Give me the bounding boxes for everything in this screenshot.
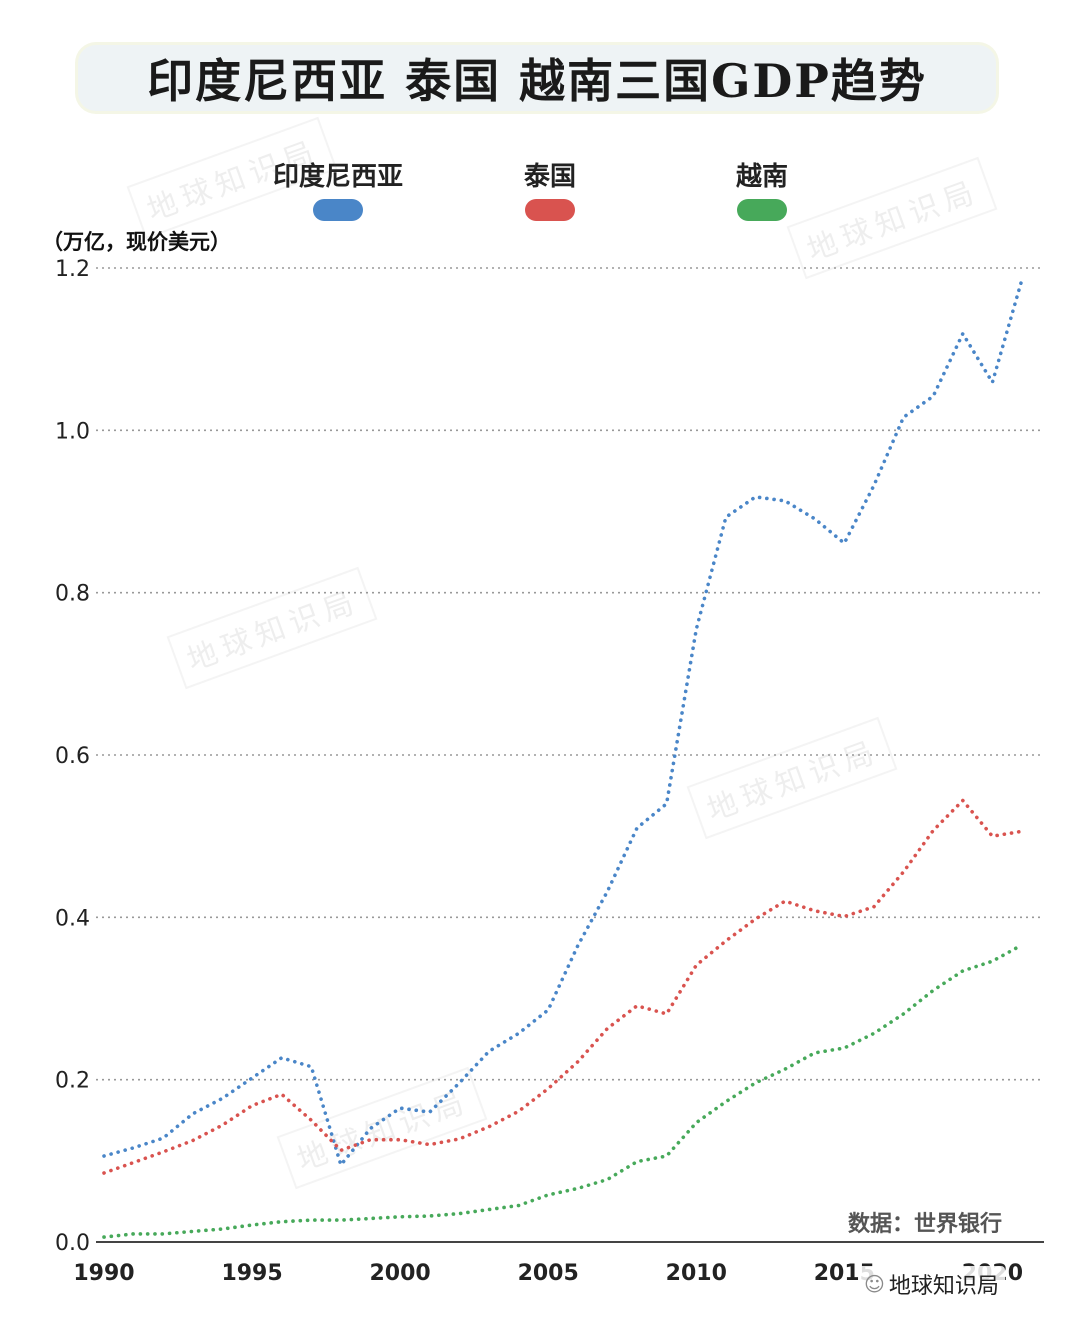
x-tick-label: 2000 xyxy=(370,1261,431,1286)
wechat-icon: ☺ xyxy=(864,1272,885,1296)
legend-label: 越南 xyxy=(735,162,788,192)
y-tick-label: 0.8 xyxy=(55,582,90,607)
x-tick-label: 2005 xyxy=(518,1261,579,1286)
y-axis-unit-label: （万亿，现价美元） xyxy=(42,229,231,254)
legend-label: 泰国 xyxy=(523,162,576,192)
legend-label: 印度尼西亚 xyxy=(272,162,403,192)
series-line xyxy=(102,943,1024,1239)
x-tick-label: 1990 xyxy=(73,1261,134,1286)
series-path xyxy=(102,798,1024,1175)
y-tick-label: 1.0 xyxy=(55,419,90,444)
legend-swatch xyxy=(737,199,787,221)
legend-swatch xyxy=(525,199,575,221)
legend-item-thailand: 泰国 xyxy=(470,156,630,225)
series-line xyxy=(102,277,1024,1167)
source-label: 数据：世界银行 xyxy=(848,1211,1003,1237)
footer-watermark: ☺ 地球知识局 xyxy=(858,1266,1005,1302)
chart-title: 印度尼西亚 泰国 越南三国GDP趋势 xyxy=(147,54,927,108)
y-tick-label: 0.2 xyxy=(55,1069,90,1094)
y-tick-label: 0.6 xyxy=(55,744,90,769)
y-tick-label: 0.4 xyxy=(55,906,90,931)
grid-lines xyxy=(96,267,1044,1243)
legend-swatch xyxy=(313,199,363,221)
legend-item-indonesia: 印度尼西亚 xyxy=(258,156,418,225)
series-path xyxy=(102,943,1024,1239)
title-banner: 印度尼西亚 泰国 越南三国GDP趋势 xyxy=(78,45,996,111)
y-tick-label: 1.2 xyxy=(55,257,90,282)
x-tick-label: 2010 xyxy=(666,1261,727,1286)
series-lines xyxy=(102,277,1024,1239)
legend-item-vietnam: 越南 xyxy=(682,156,842,225)
series-line xyxy=(102,798,1024,1175)
x-tick-label: 1995 xyxy=(221,1261,282,1286)
y-tick-labels: 0.0 0.2 0.4 0.6 0.8 1.0 1.2 xyxy=(55,257,90,1256)
series-path xyxy=(102,277,1024,1167)
y-tick-label: 0.0 xyxy=(55,1231,90,1256)
footer-watermark-text: 地球知识局 xyxy=(888,1274,999,1299)
